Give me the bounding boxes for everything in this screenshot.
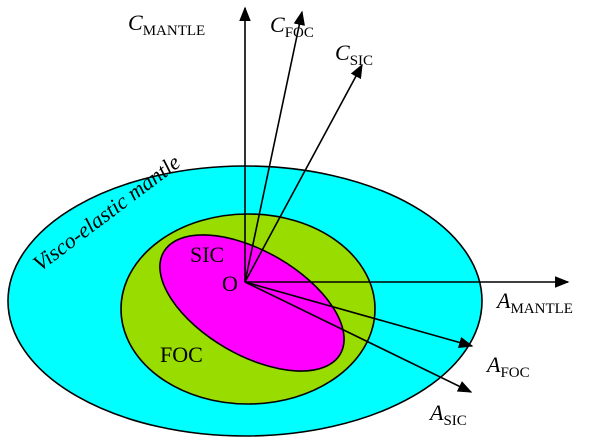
page: { "regions": {"inner": "SIC", "middle": … [0,0,607,439]
diagram: SIC FOC Visco-elastic mantle O CMANTLE C… [0,0,607,439]
axis-subscript: FOC [500,365,529,381]
axis-label: AMANTLE [495,288,573,317]
region-label: FOC [160,342,203,367]
origin-label: O [222,271,238,296]
axis-subscript: MANTLE [143,23,206,39]
axis-symbol: A [428,400,444,425]
axis-symbol: A [485,352,501,377]
axis-subscript: SIC [350,53,373,69]
axis-label: ASIC [428,400,467,429]
axis-subscript: SIC [443,413,466,429]
axis-label: CMANTLE [128,10,205,39]
axis-symbol: C [128,10,143,35]
axis-symbol: C [270,12,285,37]
axis-symbol: A [495,288,511,313]
region-label: SIC [190,242,224,267]
axis-subscript: MANTLE [510,301,573,317]
axis-symbol: C [335,40,350,65]
axis-label: AFOC [485,352,530,381]
axis-label: CSIC [335,40,373,69]
axis-subscript: FOC [285,25,314,41]
axis-label: CFOC [270,12,314,41]
